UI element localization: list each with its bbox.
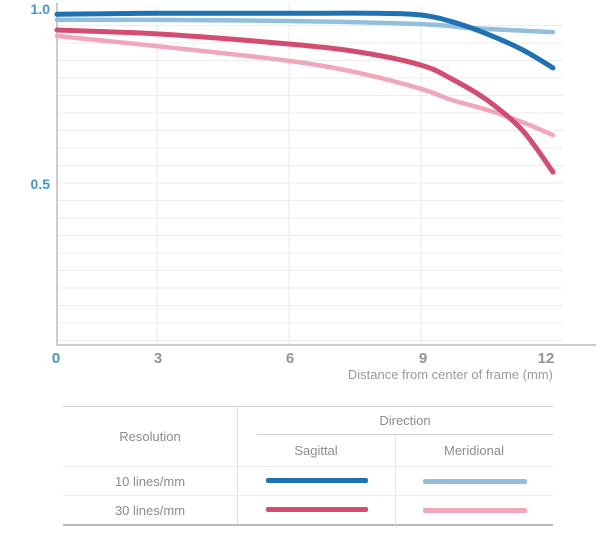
sagittal-header: Sagittal (294, 443, 338, 458)
meridional-header: Meridional (444, 443, 504, 458)
header-row-divider (63, 466, 553, 467)
table-top-border (63, 406, 553, 407)
curve-10-lines-mm-meridional (54, 17, 556, 35)
resolution-column-divider (237, 406, 238, 525)
curve-10-lines-mm-sagittal (54, 10, 556, 71)
x-tick-0: 0 (51, 350, 61, 367)
curve-30-lines-mm-sagittal (54, 27, 556, 175)
y-tick-0.5: 0.5 (30, 176, 50, 192)
x-axis-title: Distance from center of frame (mm) (347, 367, 553, 382)
x-tick-9: 9 (418, 350, 428, 367)
row-label-30-lines: 30 lines/mm (114, 502, 186, 518)
row-label-10-lines: 10 lines/mm (114, 473, 186, 489)
mtf-chart-plot (54, 3, 596, 346)
curve-30-lines-mm-meridional (54, 33, 556, 138)
y-tick-1.0: 1.0 (30, 1, 50, 17)
swatch-30-meridional (423, 508, 527, 513)
x-tick-3: 3 (153, 350, 163, 367)
swatch-10-meridional (423, 479, 527, 484)
swatch-30-sagittal (266, 507, 368, 512)
resolution-header: Resolution (119, 429, 181, 444)
x-tick-12: 12 (537, 350, 555, 367)
direction-underline (257, 434, 553, 435)
table-bottom-border (63, 524, 553, 526)
data-row-divider (63, 495, 553, 496)
direction-header: Direction (379, 412, 431, 428)
direction-column-divider (395, 435, 396, 525)
swatch-10-sagittal (266, 478, 368, 483)
x-tick-6: 6 (285, 350, 295, 367)
